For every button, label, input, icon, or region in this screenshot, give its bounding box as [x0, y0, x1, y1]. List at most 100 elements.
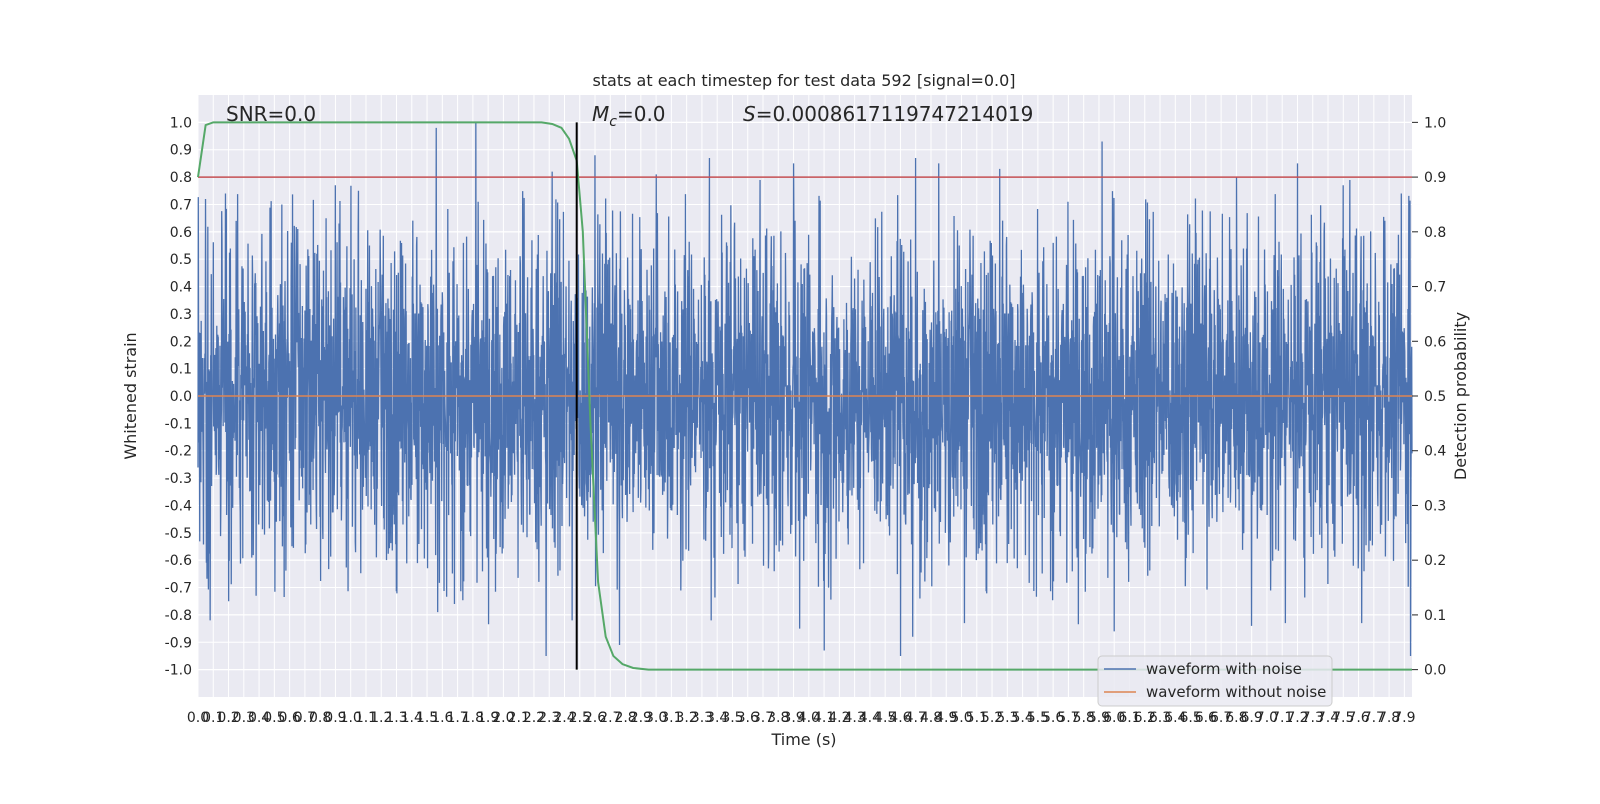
x-tick-label: 3.6	[737, 710, 759, 726]
y-right-tick-label: 1.0	[1424, 115, 1446, 131]
x-tick-label: 0.0	[187, 710, 209, 726]
x-tick-label: 0.5	[263, 710, 285, 726]
x-tick-label: 4.5	[874, 710, 896, 726]
y-right-tick-label: 0.0	[1424, 663, 1446, 679]
y-right-tick-label: 0.6	[1424, 334, 1446, 350]
x-tick-label: 0.3	[233, 710, 255, 726]
x-tick-label: 4.6	[889, 710, 911, 726]
x-tick-label: 4.0	[798, 710, 820, 726]
x-tick-label: 1.2	[370, 710, 392, 726]
x-tick-label: 3.8	[767, 710, 789, 726]
x-tick-label: 4.3	[843, 710, 865, 726]
y-tick-label: -0.5	[165, 526, 192, 542]
y-tick-label: 0.7	[170, 197, 192, 213]
x-tick-label: 6.2	[1134, 710, 1156, 726]
y-axis-label-right: Detection probability	[1451, 312, 1470, 480]
snr-annotation: SNR=0.0	[226, 102, 316, 126]
y-axis-label: Whitened strain	[121, 332, 140, 459]
x-tick-label: 2.2	[523, 710, 545, 726]
y-ticks: -1.0 -0.9 -0.8 -0.7 -0.6 -0.5 -0.4 -0.3 -0.2 -0.1…	[165, 115, 192, 678]
y-tick-label: 0.9	[170, 143, 192, 159]
mc-symbol: M	[592, 102, 609, 126]
x-tick-label: 6.6	[1195, 710, 1217, 726]
x-tick-label: 1.9	[477, 710, 499, 726]
mc-value: =0.0	[617, 102, 666, 126]
y-tick-label: -0.8	[165, 608, 192, 624]
y-tick-label: 1.0	[170, 115, 192, 131]
y-right-tick-label: 0.5	[1424, 389, 1446, 405]
x-tick-label: 6.7	[1210, 710, 1232, 726]
y-tick-label: 0.4	[170, 280, 192, 296]
x-tick-label: 0.8	[309, 710, 331, 726]
y-tick-label: -0.1	[165, 416, 192, 432]
line-series	[197, 121, 1412, 671]
x-tick-label: 3.3	[691, 710, 713, 726]
x-tick-label: 5.3	[996, 710, 1018, 726]
x-tick-label: 2.4	[553, 710, 575, 726]
y-ticks-right: 0.0 0.1 0.2 0.3 0.4 0.5 0.6 0.7 0.8 0.9 1.0	[1412, 115, 1446, 679]
x-tick-label: 0.2	[217, 710, 239, 726]
x-tick-label: 7.0	[1256, 710, 1278, 726]
s-symbol: S	[743, 102, 756, 126]
x-tick-label: 7.2	[1286, 710, 1308, 726]
x-tick-label: 7.7	[1363, 710, 1385, 726]
y-tick-label: -0.7	[165, 581, 192, 597]
x-tick-label: 3.4	[706, 710, 728, 726]
x-tick-label: 7.8	[1378, 710, 1400, 726]
y-tick-label: -0.9	[165, 635, 192, 651]
legend-box	[1097, 655, 1333, 707]
chirp-mass-annotation: Mc=0.0	[592, 102, 666, 130]
x-tick-label: 6.0	[1103, 710, 1125, 726]
x-tick-label: 3.9	[782, 710, 804, 726]
x-tick-label: 4.2	[828, 710, 850, 726]
x-tick-label: 0.9	[324, 710, 346, 726]
x-tick-label: 2.0	[492, 710, 514, 726]
x-tick-label: 0.7	[294, 710, 316, 726]
x-tick-label: 6.8	[1225, 710, 1247, 726]
x-tick-label: 6.5	[1179, 710, 1201, 726]
x-tick-label: 4.7	[905, 710, 927, 726]
x-tick-label: 4.4	[859, 710, 881, 726]
x-tick-label: 0.4	[248, 710, 270, 726]
y-right-tick-label: 0.2	[1424, 553, 1446, 569]
x-tick-label: 6.9	[1241, 710, 1263, 726]
x-tick-label: 6.3	[1149, 710, 1171, 726]
y-right-tick-label: 0.7	[1424, 280, 1446, 296]
x-tick-label: 2.9	[630, 710, 652, 726]
x-tick-label: 3.5	[721, 710, 743, 726]
x-tick-label: 5.7	[1057, 710, 1079, 726]
y-tick-label: -1.0	[165, 663, 192, 679]
x-tick-label: 2.7	[599, 710, 621, 726]
x-axis-label: Time (s)	[770, 730, 836, 749]
mc-subscript: c	[609, 114, 617, 130]
x-tick-label: 3.0	[645, 710, 667, 726]
x-tick-label: 3.2	[676, 710, 698, 726]
y-tick-label: 0.6	[170, 225, 192, 241]
x-tick-label: 1.7	[446, 710, 468, 726]
x-tick-label: 5.0	[950, 710, 972, 726]
x-tick-label: 7.1	[1271, 710, 1293, 726]
x-tick-label: 0.1	[202, 710, 224, 726]
x-tick-label: 2.1	[508, 710, 530, 726]
x-tick-label: 7.5	[1332, 710, 1354, 726]
y-right-tick-label: 0.1	[1424, 608, 1446, 624]
y-right-tick-label: 0.9	[1424, 170, 1446, 186]
y-tick-label: -0.6	[165, 553, 192, 569]
x-tick-label: 2.6	[584, 710, 606, 726]
legend-label-without-noise: waveform without noise	[1146, 683, 1326, 701]
y-right-tick-label: 0.8	[1424, 225, 1446, 241]
x-ticks: 0.00.10.20.30.40.50.60.70.80.91.01.11.21…	[187, 710, 1416, 726]
s-value: =0.0008617119747214019	[756, 102, 1034, 126]
x-tick-label: 4.9	[935, 710, 957, 726]
y-tick-label: -0.3	[165, 471, 192, 487]
x-tick-label: 5.8	[1073, 710, 1095, 726]
x-tick-label: 7.6	[1347, 710, 1369, 726]
chart-title: stats at each timestep for test data 592…	[592, 71, 1015, 90]
y-right-tick-label: 0.3	[1424, 498, 1446, 514]
x-tick-label: 7.3	[1302, 710, 1324, 726]
y-tick-label: -0.4	[165, 498, 192, 514]
y-right-tick-label: 0.4	[1424, 444, 1446, 460]
x-tick-label: 4.1	[813, 710, 835, 726]
x-tick-label: 3.7	[752, 710, 774, 726]
